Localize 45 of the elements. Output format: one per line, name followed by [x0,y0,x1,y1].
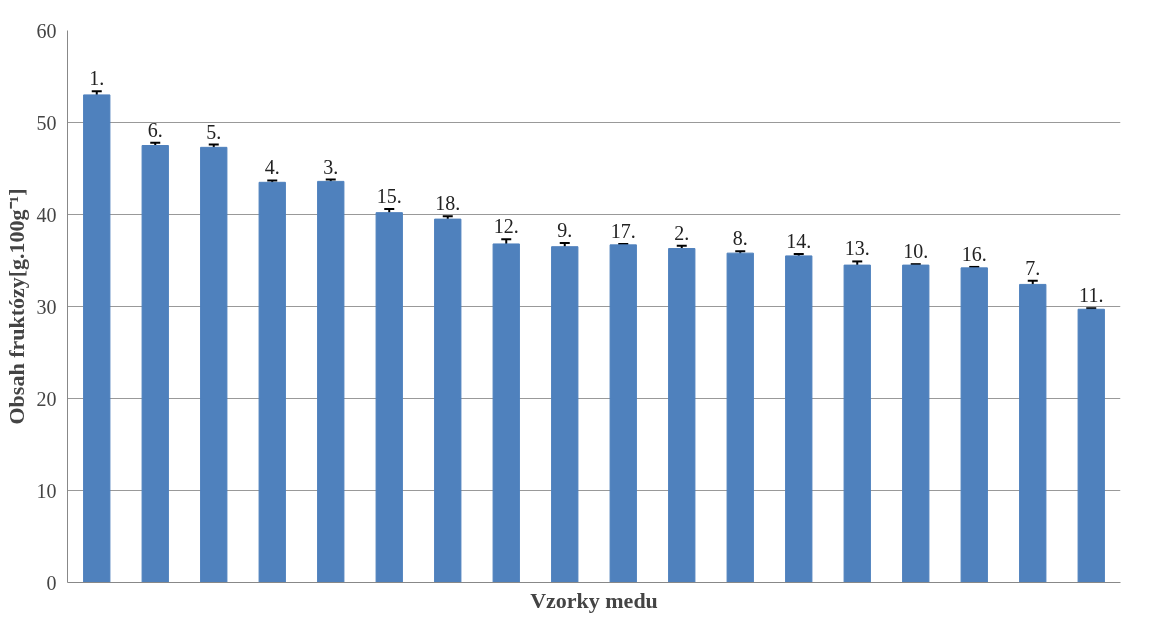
x-tick-label: 7. [1025,256,1041,279]
x-tick-label: 17. [610,219,636,242]
bar [492,243,520,583]
x-tick-label: 3. [323,155,339,178]
x-tick-label: 4. [264,156,280,179]
bar [258,181,286,583]
x-tick-label: 5. [206,120,222,143]
bar [785,255,813,583]
bar [609,244,637,583]
bar [1019,283,1047,583]
bar [375,212,403,583]
bar [726,252,754,583]
y-tick-label: 30 [36,295,57,318]
bar [902,264,930,583]
bar [1077,308,1105,583]
x-tick-label: 10. [903,240,929,263]
y-tick-label: 40 [36,203,57,226]
x-tick-label: 13. [844,237,870,260]
x-tick-label: 9. [557,219,573,242]
bar [960,267,988,583]
bar [200,146,228,583]
y-tick-label: 20 [36,387,57,410]
x-tick-label: 16. [961,242,987,265]
x-tick-label: 18. [435,192,461,215]
bar [317,180,345,583]
y-axis-title: Obsah fruktózy[g.100g⁻¹] [3,188,29,425]
bar [843,264,871,583]
y-tick-label: 50 [36,111,57,134]
bar [668,248,696,583]
x-tick-label: 11. [1079,284,1104,307]
x-tick-label: 14. [786,230,812,253]
y-tick-label: 10 [36,479,57,502]
bar [434,218,462,583]
x-tick-label: 8. [732,227,748,250]
bar [141,145,169,583]
x-tick-label: 2. [674,221,690,244]
x-axis-title: Vzorky medu [530,587,658,613]
x-tick-label: 1. [89,67,105,90]
bar [83,94,111,583]
y-tick-label: 60 [36,19,57,42]
bar [551,246,579,583]
y-tick-label: 0 [46,571,57,594]
x-tick-label: 15. [376,184,402,207]
x-tick-label: 12. [493,215,519,238]
x-tick-label: 6. [147,118,163,141]
